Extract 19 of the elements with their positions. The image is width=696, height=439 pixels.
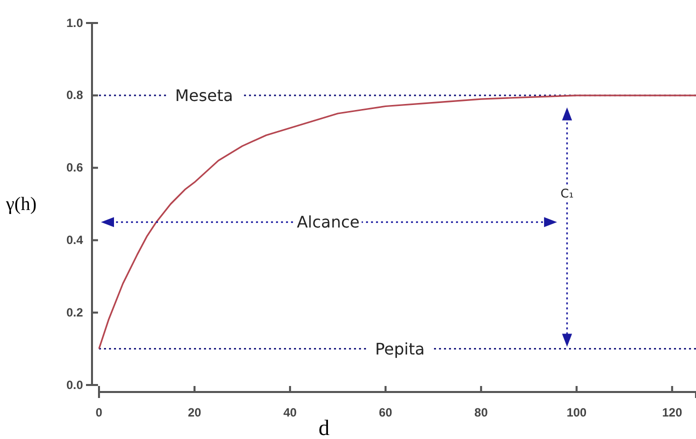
ref-line-label: C₁ (560, 186, 574, 200)
ref-line-label: Meseta (175, 86, 234, 105)
x-tick-label: 20 (188, 406, 202, 420)
x-tick-label: 120 (662, 406, 682, 420)
x-tick-label: 0 (96, 406, 103, 420)
x-tick-label: 80 (474, 406, 488, 420)
y-axis-title: γ(h) (5, 194, 37, 215)
x-tick-label: 40 (283, 406, 298, 420)
y-tick-label: 0.4 (66, 233, 84, 248)
y-tick-label: 0.6 (66, 160, 84, 175)
x-tick-label: 60 (378, 406, 393, 420)
y-tick-label: 0.2 (66, 305, 84, 320)
annotation: Alcance (296, 212, 360, 232)
y-tick-label: 0.0 (66, 378, 84, 392)
x-tick-label: 100 (566, 406, 587, 420)
x-axis-title: d (318, 415, 330, 439)
y-tick-label: 1.0 (66, 16, 84, 30)
ref-line-label: Pepita (375, 339, 425, 358)
y-tick-label: 0.8 (66, 88, 84, 102)
